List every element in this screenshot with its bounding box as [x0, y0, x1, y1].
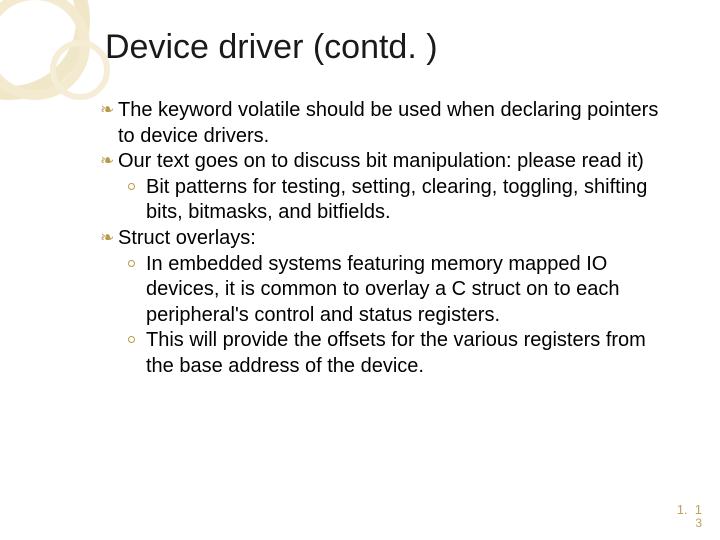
curly-bullet-icon: ❧ [100, 150, 114, 172]
bullet-rest: text goes on to discuss bit manipulation… [151, 150, 644, 172]
sub-bullet-item: Bit patterns for testing, setting, clear… [146, 175, 678, 226]
bullet-rest: keyword volatile should be used when dec… [118, 99, 658, 147]
sub-bullet-text: In embedded systems featuring memory map… [146, 253, 620, 326]
bullet-lead: Struct [118, 227, 170, 249]
bullet-lead: The [118, 99, 152, 121]
bullet-item: ❧ Struct overlays: [118, 226, 678, 252]
curly-bullet-icon: ❧ [100, 99, 114, 121]
ring-bullet-icon [128, 260, 135, 267]
curly-bullet-icon: ❧ [100, 227, 114, 249]
sub-bullet-item: This will provide the offsets for the va… [146, 328, 678, 379]
sub-bullet-item: In embedded systems featuring memory map… [146, 252, 678, 329]
bullet-item: ❧ Our text goes on to discuss bit manipu… [118, 149, 678, 175]
footer-right-top: 1 [695, 502, 702, 517]
footer-left: 1. [677, 502, 688, 517]
bullet-lead: Our [118, 150, 151, 172]
footer-right-bottom: 3 [677, 517, 702, 530]
ring-bullet-icon [128, 183, 135, 190]
sub-bullet-text: This will provide the offsets for the va… [146, 329, 646, 377]
decorative-ring-3 [50, 40, 110, 100]
ring-bullet-icon [128, 336, 135, 343]
slide-title: Device driver (contd. ) [105, 28, 438, 67]
slide-number: 1. 1 3 [677, 503, 702, 530]
slide: Device driver (contd. ) ❧ The keyword vo… [0, 0, 720, 540]
sub-bullet-text: Bit patterns for testing, setting, clear… [146, 176, 647, 224]
slide-body: ❧ The keyword volatile should be used wh… [118, 98, 678, 380]
bullet-item: ❧ The keyword volatile should be used wh… [118, 98, 678, 149]
bullet-rest: overlays: [170, 227, 256, 249]
